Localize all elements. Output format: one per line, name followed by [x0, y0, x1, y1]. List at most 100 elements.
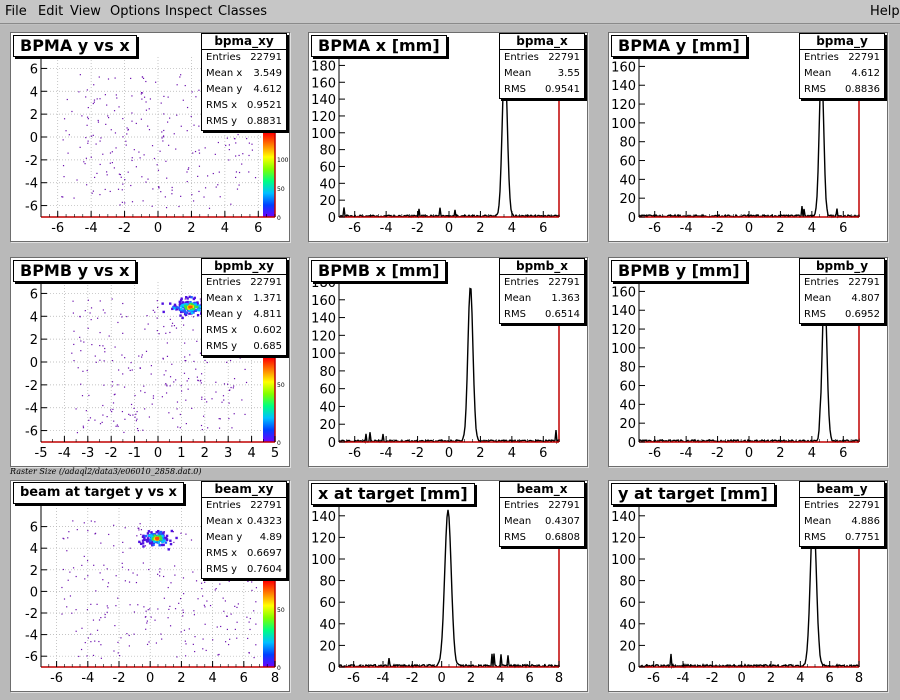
- bpmb-xy-bg-point: [185, 359, 187, 362]
- bpma-xy-xtick-label: 6: [254, 221, 262, 236]
- bpmb-xy-bg-point: [196, 376, 199, 378]
- bpma-xy-bg-point: [111, 151, 113, 153]
- beam-xy-bg-point: [204, 606, 206, 608]
- bpma-x-stats-row: Mean 3.55: [500, 66, 584, 82]
- menu-view[interactable]: View: [70, 4, 101, 19]
- pad-bpma-xy[interactable]: 0 50 100 -6 -4 -2 0 2 4 6 -6 -4 -2 0 2 4 6 BPMA y vs x bpm…: [10, 32, 290, 242]
- beam-xy-hotspot-point: [162, 543, 165, 547]
- beam-xy-stats-value: 0.4323: [247, 516, 282, 527]
- beam-xy-bg-point: [253, 656, 255, 659]
- bpma-xy-bg-point: [147, 125, 149, 127]
- bpmb-xy-xtick-label: 4: [247, 446, 255, 461]
- beam-xy-bg-point: [124, 580, 126, 582]
- bpmb-xy-bg-point: [154, 311, 156, 313]
- pad-beam-x[interactable]: -6 -4 -2 0 2 4 6 8 0 20 40 60 80 100 120 140 x at target…: [308, 480, 588, 692]
- beam-xy-hotspot-point: [148, 534, 151, 537]
- bpma-xy-bg-point: [171, 189, 173, 191]
- beam-xy-bg-point: [92, 654, 95, 657]
- bpma-xy-bg-point: [92, 190, 94, 192]
- pad-beam-y[interactable]: -6 -4 -2 0 2 4 6 8 0 20 40 60 80 100 120 140 y at target…: [608, 480, 888, 692]
- beam-x-xtick-label: 4: [496, 671, 504, 686]
- bpmb-xy-bg-point: [162, 357, 164, 359]
- beam-xy-bg-point: [95, 590, 97, 592]
- bpma-xy-bg-point: [228, 159, 230, 161]
- beam-y-stats-name: beam_y: [800, 482, 884, 498]
- bpmb-xy-bg-point: [89, 312, 91, 314]
- bpmb-x-ytick-label: 140: [311, 312, 336, 327]
- beam-xy-hotspot-point: [158, 544, 161, 547]
- bpma-xy-bg-point: [84, 163, 86, 165]
- bpma-xy-bg-point: [148, 108, 150, 110]
- bpmb-xy-bg-point: [218, 418, 220, 420]
- pad-bpmb-x[interactable]: -6 -4 -2 0 2 4 6 0 20 40 60 80 100 120 140 160 180 BPMB x…: [308, 257, 588, 467]
- beam-xy-bg-point: [108, 533, 110, 536]
- beam-xy-bg-point: [155, 642, 158, 644]
- bpmb-xy-hotspot-point: [179, 301, 182, 304]
- bpmb-xy-bg-point: [176, 305, 178, 307]
- bpmb-xy-bg-point: [201, 428, 203, 431]
- beam-xy-hotspot-point: [145, 538, 148, 542]
- bpmb-xy-stats-value: 0.602: [253, 325, 282, 336]
- bpmb-xy-bg-point: [73, 359, 75, 362]
- bpmb-xy-bg-point: [150, 365, 153, 367]
- beam-xy-bg-point: [69, 595, 72, 597]
- beam-xy-bg-point: [121, 566, 124, 568]
- bpma-xy-bg-point: [198, 149, 200, 151]
- bpma-xy-bg-point: [242, 153, 244, 155]
- menu-options[interactable]: Options: [110, 4, 161, 19]
- bpmb-xy-bg-point: [166, 385, 168, 387]
- bpmb-xy-bg-point: [141, 354, 143, 356]
- beam-xy-bg-point: [184, 640, 186, 642]
- bpma-x-stats-name: bpma_x: [500, 34, 584, 50]
- beam-xy-ytick-label: -6: [25, 650, 38, 665]
- bpmb-xy-bg-point: [94, 419, 96, 421]
- pad-bpmb-y[interactable]: -6 -4 -2 0 2 4 6 0 20 40 60 80 100 120 140 160 BPMB y [m…: [608, 257, 888, 467]
- beam-xy-bg-point: [218, 653, 220, 656]
- pad-bpmb-xy[interactable]: 0 50 -5 -4 -3 -2 -1 0 1 2 3 4 5 -6 -4 -2 0 2 4 6 BPMB y vs x…: [10, 257, 290, 467]
- beam-x-xtick-label: 6: [526, 671, 534, 686]
- bpma-xy-bg-point: [238, 154, 240, 157]
- bpmb-x-ytick-label: 60: [319, 383, 336, 398]
- bpmb-xy-bg-point: [84, 310, 86, 312]
- bpmb-xy-bg-point: [122, 332, 124, 334]
- pad-beam-xy[interactable]: 0 50 -6 -4 -2 0 2 4 6 8 -6 -4 -2 0 2 4 6 beam at target y…: [10, 480, 290, 692]
- bpma-x-xtick-label: 0: [445, 221, 453, 236]
- menu-inspect[interactable]: Inspect: [165, 4, 213, 19]
- bpma-xy-bg-point: [133, 149, 135, 151]
- menu-edit[interactable]: Edit: [38, 4, 64, 19]
- beam-x-ytick-label: 20: [319, 639, 336, 654]
- bpmb-xy-bg-point: [124, 357, 126, 359]
- beam-xy-bg-point: [138, 527, 140, 529]
- beam-xy-bg-point: [160, 633, 162, 635]
- bpmb-xy-bg-point: [196, 340, 198, 342]
- bpmb-xy-bg-point: [112, 408, 114, 411]
- bpmb-y-ytick-label: 0: [628, 436, 636, 451]
- bpma-x-stats-row: RMS 0.9541: [500, 82, 584, 98]
- bpma-y-xtick-label: 6: [839, 221, 847, 236]
- beam-x-stats-value: 0.4307: [545, 516, 580, 527]
- bpma-y-ytick-label: 60: [619, 155, 636, 170]
- beam-x-stats-row: RMS 0.6808: [500, 530, 584, 546]
- bpmb-xy-bg-point: [244, 368, 246, 371]
- pad-bpma-y[interactable]: -6 -4 -2 0 2 4 6 0 20 40 60 80 100 120 140 160 BPMA y [m…: [608, 32, 888, 242]
- bpmb-xy-bg-point: [184, 360, 186, 362]
- beam-xy-bg-point: [224, 641, 227, 643]
- bpma-xy-bg-point: [228, 149, 230, 151]
- beam-xy-bg-point: [80, 648, 83, 651]
- bpma-xy-bg-point: [176, 114, 178, 116]
- menu-file[interactable]: File: [5, 4, 27, 19]
- bpmb-xy-bg-point: [145, 350, 148, 352]
- beam-xy-bg-point: [126, 633, 128, 635]
- bpmb-y-stats-row: RMS 0.6952: [800, 307, 884, 323]
- pad-bpma-x[interactable]: -6 -4 -2 0 2 4 6 0 20 40 60 80 100 120 140 160 180 BPMA x…: [308, 32, 588, 242]
- menu-help[interactable]: Help: [870, 4, 900, 19]
- bpmb-xy-bg-point: [117, 425, 119, 428]
- beam-xy-stats-key: Mean x: [206, 516, 243, 527]
- bpma-xy-bg-point: [235, 171, 238, 173]
- beam-xy-hotspot-point: [155, 538, 159, 541]
- bpmb-xy-bg-point: [76, 432, 79, 434]
- bpma-xy-bg-point: [104, 94, 106, 96]
- menu-classes[interactable]: Classes: [218, 4, 267, 19]
- bpmb-xy-bg-point: [156, 317, 158, 319]
- beam-xy-bg-point: [119, 654, 121, 657]
